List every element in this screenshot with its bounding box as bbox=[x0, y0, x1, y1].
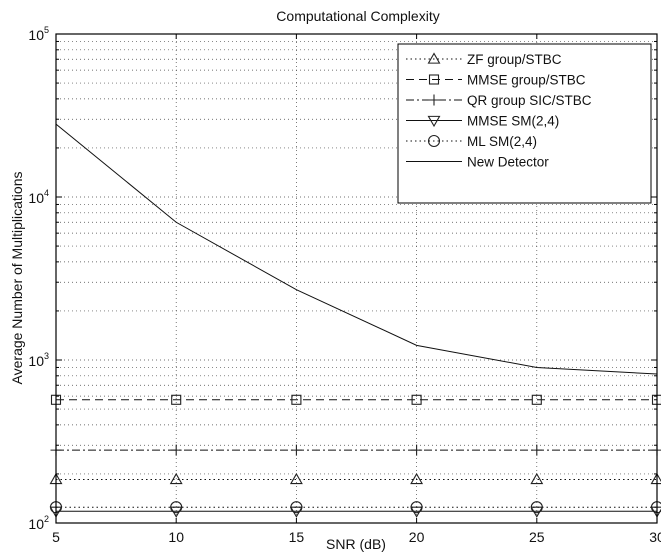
y-tick-exponent: 3 bbox=[44, 351, 49, 361]
y-tick-label: 105 bbox=[28, 25, 49, 43]
series-new-detector bbox=[55, 123, 658, 375]
x-axis-label: SNR (dB) bbox=[326, 536, 386, 552]
legend-entry: MMSE SM(2,4) bbox=[406, 114, 559, 129]
x-tick-label: 20 bbox=[409, 529, 425, 545]
plot-frame bbox=[55, 33, 658, 524]
triangle-up-marker bbox=[427, 52, 441, 64]
chart-title: Computational Complexity bbox=[276, 8, 439, 24]
y-tick-exponent: 5 bbox=[44, 25, 49, 35]
plus-marker bbox=[428, 94, 440, 106]
y-tick-base: 10 bbox=[28, 27, 44, 43]
plus-marker bbox=[170, 444, 182, 456]
y-tick-label: 103 bbox=[28, 351, 49, 369]
triangle-up-marker bbox=[410, 472, 424, 485]
y-tick-label: 104 bbox=[28, 188, 49, 206]
legend-entry: ZF group/STBC bbox=[406, 52, 562, 67]
circle-marker bbox=[290, 501, 303, 514]
legend-entry: New Detector bbox=[406, 155, 549, 170]
triangle-up-marker bbox=[289, 472, 303, 485]
legend-label: MMSE SM(2,4) bbox=[467, 114, 559, 129]
y-tick-base: 10 bbox=[28, 516, 44, 532]
x-tick-label: 25 bbox=[529, 529, 545, 545]
y-tick-exponent: 2 bbox=[44, 514, 49, 524]
square-marker bbox=[428, 74, 440, 85]
y-tick-label: 102 bbox=[28, 514, 49, 532]
triangle-down-marker bbox=[427, 115, 441, 128]
legend-label: MMSE group/STBC bbox=[467, 73, 586, 88]
circle-marker bbox=[427, 134, 441, 148]
triangle-up-marker bbox=[169, 472, 183, 485]
legend: ZF group/STBC MMSE group/STBC QR group SIC… bbox=[397, 43, 652, 204]
x-tick-label: 10 bbox=[168, 529, 184, 545]
square-marker bbox=[171, 394, 182, 405]
plus-marker bbox=[531, 444, 543, 456]
y-axis-label: Average Number of Multiplications bbox=[9, 172, 25, 385]
legend-label: QR group SIC/STBC bbox=[467, 93, 592, 108]
square-marker bbox=[411, 394, 422, 405]
plus-marker bbox=[290, 444, 302, 456]
y-tick-exponent: 4 bbox=[44, 188, 49, 198]
y-tick-base: 10 bbox=[28, 353, 44, 369]
grid bbox=[56, 34, 657, 523]
circle-marker bbox=[170, 501, 183, 514]
circle-marker bbox=[530, 501, 543, 514]
circle-marker bbox=[410, 501, 423, 514]
square-marker bbox=[531, 394, 542, 405]
triangle-up-marker bbox=[530, 472, 544, 485]
legend-label: ZF group/STBC bbox=[467, 52, 562, 67]
plus-marker bbox=[411, 444, 423, 456]
x-tick-label: 15 bbox=[289, 529, 305, 545]
legend-entry: ML SM(2,4) bbox=[406, 134, 537, 149]
legend-label: New Detector bbox=[467, 155, 549, 170]
legend-box bbox=[397, 43, 652, 204]
legend-label: ML SM(2,4) bbox=[467, 134, 537, 149]
x-tick-label: 30 bbox=[649, 529, 661, 545]
x-tick-label: 5 bbox=[52, 529, 60, 545]
legend-entry: MMSE group/STBC bbox=[406, 73, 586, 88]
series-line bbox=[55, 123, 658, 375]
y-tick-base: 10 bbox=[28, 190, 44, 206]
legend-entry: QR group SIC/STBC bbox=[406, 93, 592, 108]
square-marker bbox=[291, 394, 302, 405]
